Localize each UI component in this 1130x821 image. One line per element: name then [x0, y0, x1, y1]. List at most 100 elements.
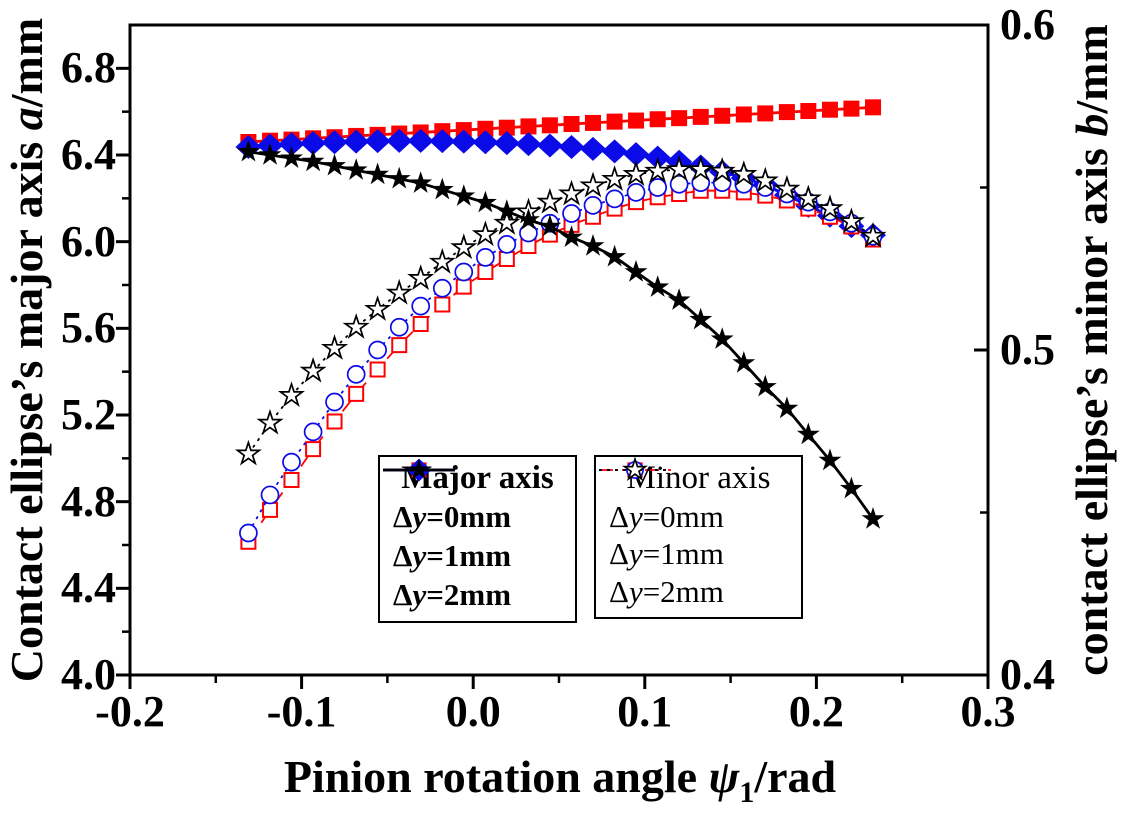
marker-open-circle [626, 183, 646, 202]
marker-filled-square [584, 114, 601, 131]
marker-open-star [450, 233, 478, 260]
marker-filled-star [689, 307, 713, 330]
legend-label: Δy=1mm [609, 536, 724, 572]
series-line [247, 168, 874, 455]
series-line [247, 189, 874, 543]
marker-filled-star [409, 171, 433, 193]
y-left-tick-label: 6.4 [61, 130, 116, 179]
marker-filled-star [387, 166, 411, 189]
marker-open-star [859, 221, 887, 248]
legend-label: Δy=0mm [609, 498, 724, 534]
marker-filled-square [735, 106, 752, 123]
legend-entry-minor-dy1: Δy=1mm [596, 461, 801, 574]
y-left-tick-label: 4.0 [61, 650, 116, 699]
legend-label: Δy=0mm [393, 499, 512, 535]
marker-filled-star [818, 448, 842, 471]
y-left-tick-label: 5.6 [61, 303, 116, 353]
marker-open-circle [648, 178, 668, 197]
marker-filled-diamond [386, 128, 413, 153]
marker-filled-square [606, 113, 623, 130]
marker-filled-diamond [601, 139, 628, 164]
y-left-tick-label: 6.0 [61, 216, 116, 266]
legend-sample-black-filled-star [383, 458, 455, 480]
x-tick-label: 0.2 [788, 687, 844, 736]
marker-open-star [234, 439, 262, 466]
y-right-tick-label: 0.5 [1000, 325, 1055, 374]
marker-open-star [536, 187, 564, 214]
marker-open-star [299, 356, 327, 383]
x-axis-title-symbol: ψ [708, 751, 740, 802]
marker-filled-diamond [623, 142, 650, 167]
marker-filled-star [646, 275, 670, 297]
legend-minor-title: Minor axis [626, 460, 771, 496]
marker-filled-diamond [278, 132, 305, 157]
legend-major-axis: Major axis Δy=0mm Δy=1mm Δy=2mm [378, 455, 577, 623]
marker-filled-star [796, 422, 820, 445]
marker-filled-star [732, 351, 756, 373]
marker-open-star [816, 194, 844, 221]
y-right-tick-label: 0.4 [1000, 650, 1055, 699]
marker-filled-square [671, 110, 688, 127]
marker-filled-diamond [407, 128, 434, 153]
marker-filled-star [258, 143, 282, 165]
marker-filled-star [861, 507, 885, 529]
marker-open-square [283, 472, 300, 488]
marker-open-circle [260, 485, 280, 505]
marker-filled-star [344, 158, 368, 180]
marker-filled-star [495, 199, 519, 221]
marker-filled-diamond [558, 134, 585, 159]
marker-filled-star [280, 146, 303, 168]
marker-filled-star [517, 208, 540, 230]
marker-open-square [434, 296, 451, 313]
legend-entry-major-dy1: Δy=1mm [380, 458, 575, 576]
marker-filled-diamond [321, 130, 348, 155]
right-axis-title-text: contact ellipse’s minor axis [1066, 136, 1117, 676]
marker-filled-square [843, 100, 860, 117]
marker-filled-star [603, 244, 626, 267]
marker-filled-square [541, 117, 558, 134]
marker-open-star [687, 155, 715, 182]
marker-filled-diamond [300, 131, 327, 156]
y-left-tick-label: 4.8 [61, 476, 116, 526]
marker-filled-square [778, 104, 795, 121]
x-axis-title-unit: /rad [754, 751, 837, 802]
marker-filled-diamond [579, 136, 606, 161]
marker-open-circle [346, 365, 366, 384]
marker-open-circle [411, 296, 431, 316]
marker-open-square [498, 251, 515, 267]
marker-filled-diamond [493, 131, 520, 156]
legend-entry-minor-dy0: Δy=0mm [596, 462, 801, 536]
marker-open-star [730, 160, 758, 187]
marker-filled-square [520, 118, 537, 135]
x-tick-label: -0.2 [95, 687, 165, 736]
x-tick-label: 0.3 [960, 687, 1016, 736]
marker-filled-square [821, 101, 838, 118]
marker-open-star [622, 160, 650, 187]
marker-open-star [385, 278, 413, 305]
marker-filled-star [474, 190, 497, 213]
marker-open-star [471, 220, 499, 247]
marker-open-star [277, 381, 305, 408]
marker-open-square [348, 385, 365, 402]
marker-open-star [558, 179, 586, 206]
marker-open-star [622, 457, 648, 481]
marker-open-star [773, 174, 801, 201]
marker-open-star [665, 155, 693, 182]
marker-filled-square [714, 107, 731, 124]
marker-open-star [644, 156, 672, 183]
marker-open-circle [389, 317, 409, 337]
marker-filled-diamond [515, 132, 542, 157]
marker-open-square [412, 316, 429, 332]
marker-open-circle [669, 174, 689, 194]
marker-open-square [369, 361, 386, 378]
marker-filled-star [323, 153, 346, 176]
marker-open-star [794, 184, 822, 211]
marker-filled-star [237, 139, 260, 162]
marker-filled-diamond [450, 129, 477, 154]
marker-open-circle [583, 196, 603, 215]
marker-filled-star [753, 374, 777, 397]
y-left-tick-label: 5.2 [61, 390, 116, 439]
marker-open-square [477, 264, 494, 280]
x-axis-title-subscript: 1 [739, 776, 755, 810]
